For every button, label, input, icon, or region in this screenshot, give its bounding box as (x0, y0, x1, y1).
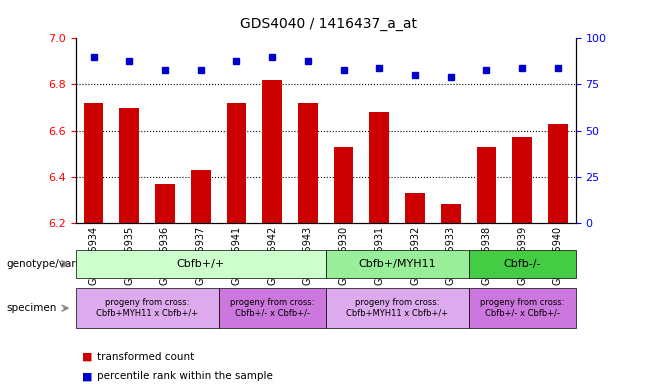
Text: percentile rank within the sample: percentile rank within the sample (97, 371, 272, 381)
Text: ■: ■ (82, 371, 93, 381)
Text: transformed count: transformed count (97, 352, 194, 362)
Bar (298, 103, 318, 223)
Bar (263, 80, 282, 223)
Bar (84, 103, 103, 223)
Text: GDS4040 / 1416437_a_at: GDS4040 / 1416437_a_at (241, 17, 417, 31)
Bar (191, 170, 211, 223)
Bar (513, 137, 532, 223)
Text: progeny from cross:
Cbfb+/- x Cbfb+/-: progeny from cross: Cbfb+/- x Cbfb+/- (230, 298, 315, 318)
Bar (441, 204, 461, 223)
Bar (370, 112, 389, 223)
Bar (476, 147, 496, 223)
Bar (226, 103, 246, 223)
Text: Cbfb-/-: Cbfb-/- (503, 259, 541, 269)
Text: specimen: specimen (7, 303, 57, 313)
Bar (405, 193, 425, 223)
Text: progeny from cross:
Cbfb+MYH11 x Cbfb+/+: progeny from cross: Cbfb+MYH11 x Cbfb+/+ (96, 298, 198, 318)
Text: Cbfb+/+: Cbfb+/+ (176, 259, 225, 269)
Bar (548, 124, 568, 223)
Bar (120, 108, 139, 223)
Text: ■: ■ (82, 352, 93, 362)
Text: progeny from cross:
Cbfb+/- x Cbfb+/-: progeny from cross: Cbfb+/- x Cbfb+/- (480, 298, 565, 318)
Bar (334, 147, 353, 223)
Bar (155, 184, 175, 223)
Text: Cbfb+/MYH11: Cbfb+/MYH11 (359, 259, 436, 269)
Text: progeny from cross:
Cbfb+MYH11 x Cbfb+/+: progeny from cross: Cbfb+MYH11 x Cbfb+/+ (346, 298, 448, 318)
Text: genotype/variation: genotype/variation (7, 259, 106, 269)
